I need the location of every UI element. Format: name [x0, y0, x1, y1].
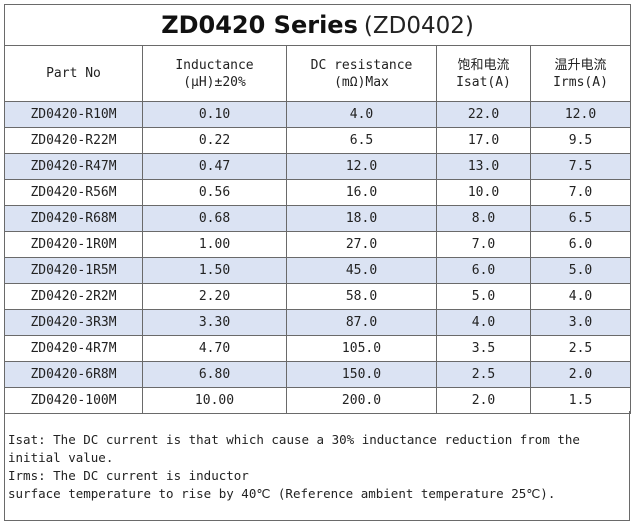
cell-dc-resistance: 200.0: [286, 387, 437, 414]
cell-dc-resistance: 16.0: [286, 179, 437, 206]
cell-isat: 4.0: [436, 309, 531, 336]
cell-irms: 3.0: [529, 309, 632, 336]
cell-irms: 12.0: [529, 101, 632, 128]
table-row: ZD0420-R10M 0.10 4.0 22.0 12.0: [4, 101, 632, 128]
table-row: ZD0420-R22M 0.22 6.5 17.0 9.5: [4, 127, 632, 154]
cell-irms: 6.0: [529, 231, 632, 258]
cell-irms: 4.0: [529, 283, 632, 310]
cell-part-no: ZD0420-2R2M: [4, 283, 143, 310]
table-row: ZD0420-3R3M 3.30 87.0 4.0 3.0: [4, 309, 632, 336]
note-line: Isat: The DC current is that which cause…: [8, 432, 580, 447]
series-subtitle: (ZD0402): [363, 13, 474, 39]
cell-inductance: 0.68: [142, 205, 287, 232]
cell-part-no: ZD0420-1R5M: [4, 257, 143, 284]
cell-isat: 7.0: [436, 231, 531, 258]
cell-irms: 2.0: [529, 361, 632, 388]
cell-part-no: ZD0420-1R0M: [4, 231, 143, 258]
cell-irms: 7.5: [529, 153, 632, 180]
cell-dc-resistance: 12.0: [286, 153, 437, 180]
cell-dc-resistance: 27.0: [286, 231, 437, 258]
cell-irms: 9.5: [529, 127, 632, 154]
cell-inductance: 6.80: [142, 361, 287, 388]
cell-isat: 22.0: [436, 101, 531, 128]
cell-isat: 8.0: [436, 205, 531, 232]
cell-inductance: 1.00: [142, 231, 287, 258]
cell-part-no: ZD0420-R56M: [4, 179, 143, 206]
cell-irms: 6.5: [529, 205, 632, 232]
cell-isat: 6.0: [436, 257, 531, 284]
cell-dc-resistance: 6.5: [286, 127, 437, 154]
cell-isat: 3.5: [436, 335, 531, 362]
header-inductance: Inductance (μH)±20%: [142, 45, 287, 102]
cell-inductance: 3.30: [142, 309, 287, 336]
series-title: ZD0420 Series: [161, 11, 358, 39]
cell-isat: 2.5: [436, 361, 531, 388]
cell-irms: 5.0: [529, 257, 632, 284]
cell-dc-resistance: 58.0: [286, 283, 437, 310]
header-part-no: Part No: [4, 45, 143, 102]
table-row: ZD0420-2R2M 2.20 58.0 5.0 4.0: [4, 283, 632, 310]
cell-isat: 5.0: [436, 283, 531, 310]
table-row: ZD0420-100M 10.00 200.0 2.0 1.5: [4, 387, 632, 414]
table-row: ZD0420-R47M 0.47 12.0 13.0 7.5: [4, 153, 632, 180]
cell-isat: 17.0: [436, 127, 531, 154]
cell-dc-resistance: 87.0: [286, 309, 437, 336]
cell-inductance: 0.10: [142, 101, 287, 128]
cell-dc-resistance: 105.0: [286, 335, 437, 362]
header-isat: 饱和电流 Isat(A): [436, 45, 531, 102]
cell-irms: 2.5: [529, 335, 632, 362]
cell-part-no: ZD0420-100M: [4, 387, 143, 414]
cell-isat: 10.0: [436, 179, 531, 206]
cell-irms: 1.5: [529, 387, 632, 414]
header-row: Part No Inductance (μH)±20% DC resistance…: [4, 45, 632, 102]
header-irms: 温升电流 Irms(A): [529, 45, 632, 102]
cell-dc-resistance: 18.0: [286, 205, 437, 232]
cell-inductance: 4.70: [142, 335, 287, 362]
cell-irms: 7.0: [529, 179, 632, 206]
cell-inductance: 0.22: [142, 127, 287, 154]
cell-part-no: ZD0420-R68M: [4, 205, 143, 232]
note-line: initial value.: [8, 450, 114, 465]
cell-part-no: ZD0420-4R7M: [4, 335, 143, 362]
cell-dc-resistance: 4.0: [286, 101, 437, 128]
table-row: ZD0420-1R0M 1.00 27.0 7.0 6.0: [4, 231, 632, 258]
table-row: ZD0420-4R7M 4.70 105.0 3.5 2.5: [4, 335, 632, 362]
cell-dc-resistance: 150.0: [286, 361, 437, 388]
note-line: surface temperature to rise by 40℃ (Refe…: [8, 486, 556, 501]
cell-part-no: ZD0420-R22M: [4, 127, 143, 154]
header-dc-resistance: DC resistance (mΩ)Max: [286, 45, 437, 102]
cell-part-no: ZD0420-6R8M: [4, 361, 143, 388]
inductor-spec-table: ZD0420 Series (ZD0402) Part No Inductance…: [3, 4, 632, 414]
cell-inductance: 0.47: [142, 153, 287, 180]
cell-isat: 13.0: [436, 153, 531, 180]
cell-part-no: ZD0420-R10M: [4, 101, 143, 128]
cell-inductance: 2.20: [142, 283, 287, 310]
cell-isat: 2.0: [436, 387, 531, 414]
cell-inductance: 0.56: [142, 179, 287, 206]
cell-inductance: 10.00: [142, 387, 287, 414]
cell-part-no: ZD0420-R47M: [4, 153, 143, 180]
cell-part-no: ZD0420-3R3M: [4, 309, 143, 336]
cell-inductance: 1.50: [142, 257, 287, 284]
notes-section: Isat: The DC current is that which cause…: [4, 411, 630, 521]
table-title: ZD0420 Series (ZD0402): [3, 4, 632, 46]
table-row: ZD0420-R56M 0.56 16.0 10.0 7.0: [4, 179, 632, 206]
note-line: Irms: The DC current is inductor: [8, 468, 249, 483]
table-row: ZD0420-R68M 0.68 18.0 8.0 6.5: [4, 205, 632, 232]
table-row: ZD0420-1R5M 1.50 45.0 6.0 5.0: [4, 257, 632, 284]
cell-dc-resistance: 45.0: [286, 257, 437, 284]
table-row: ZD0420-6R8M 6.80 150.0 2.5 2.0: [4, 361, 632, 388]
